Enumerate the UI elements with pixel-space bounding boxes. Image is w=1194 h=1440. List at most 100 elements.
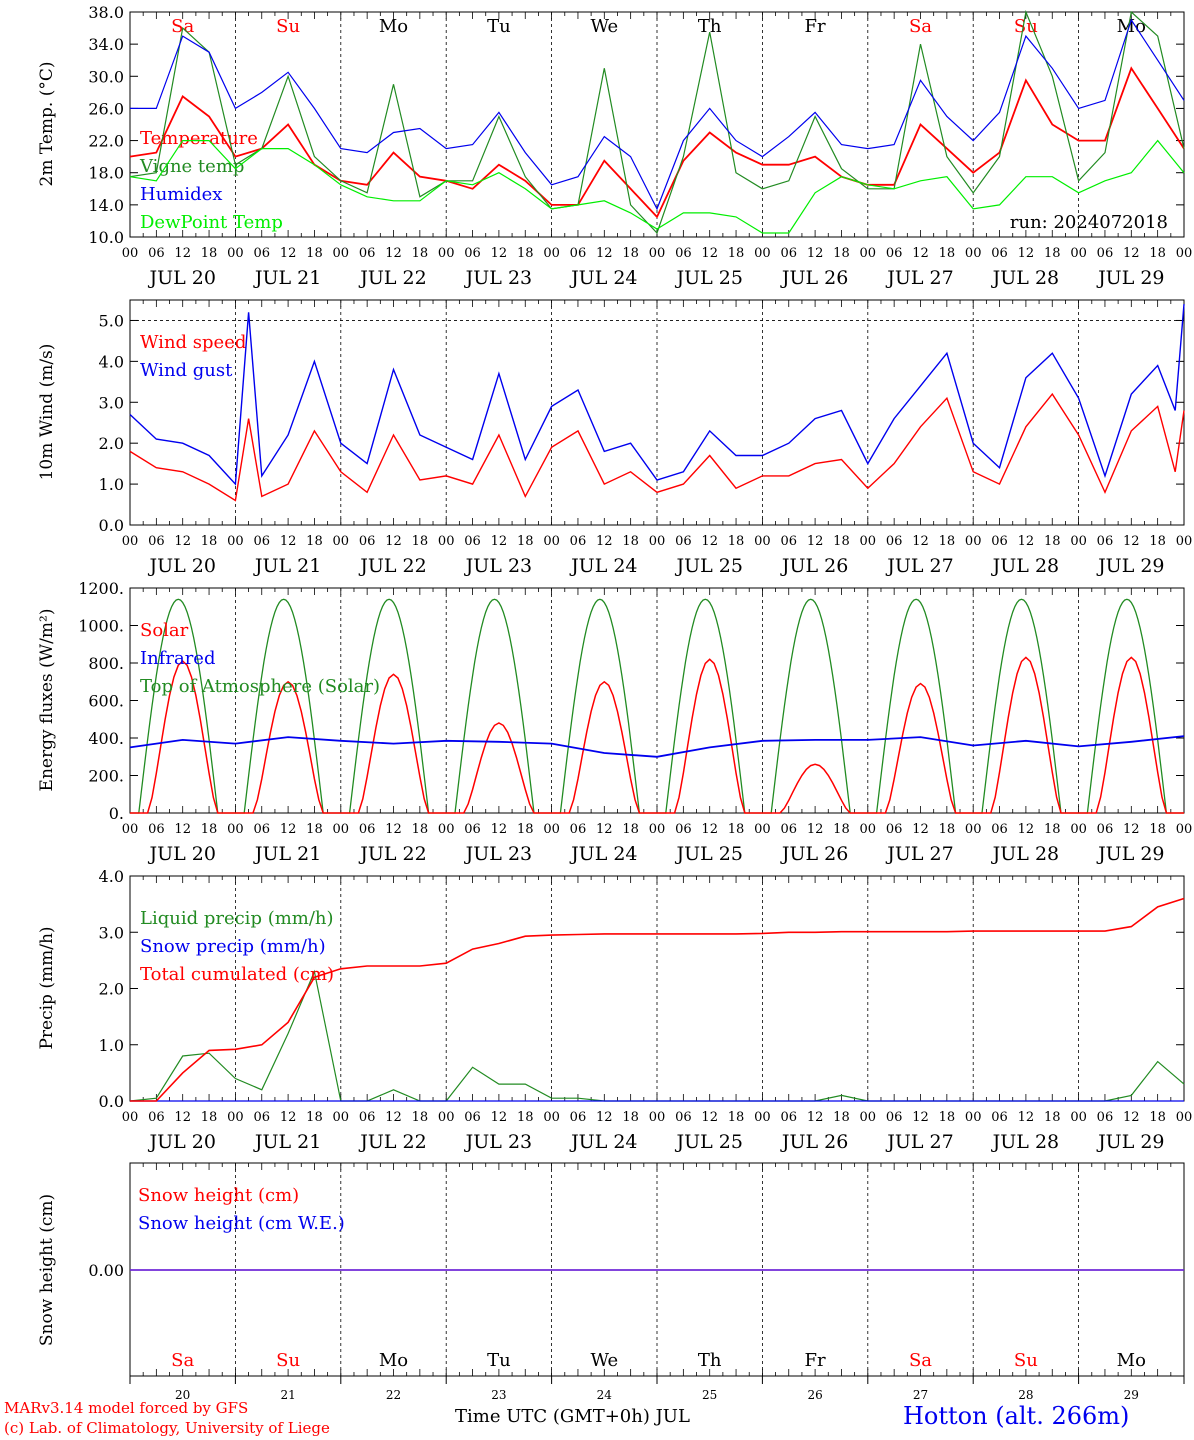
date-label: JUL 20 (147, 267, 215, 289)
y-tick-label: 1200. (78, 579, 124, 598)
hour-label: 18 (728, 1110, 745, 1125)
y-tick-label: 2.0 (99, 980, 124, 999)
series-line-wind-gust (129, 304, 1185, 486)
hour-label: 12 (280, 1110, 297, 1125)
weekday-label: Sa (909, 1350, 932, 1371)
footer-model: MARv3.14 model forced by GFS (4, 1399, 249, 1417)
hour-label: 12 (1123, 822, 1140, 837)
hour-label: 12 (385, 822, 402, 837)
hour-label: 18 (622, 246, 639, 261)
hour-label: 18 (412, 822, 429, 837)
hour-label: 00 (227, 1110, 244, 1125)
hour-label: 18 (1044, 822, 1061, 837)
hour-label: 12 (912, 246, 929, 261)
y-axis-label: Snow height (cm) (37, 1194, 57, 1346)
hour-label: 18 (939, 1110, 956, 1125)
hour-label: 18 (1149, 246, 1166, 261)
hour-label: 06 (148, 534, 165, 549)
hour-label: 18 (728, 246, 745, 261)
hour-label: 00 (1176, 246, 1193, 261)
plot-frame (129, 587, 1185, 814)
weekday-label: Sa (171, 1350, 194, 1371)
date-label: JUL 25 (674, 1131, 742, 1153)
hour-label: 00 (543, 246, 560, 261)
hour-label: 12 (807, 1110, 824, 1125)
date-label: JUL 25 (674, 267, 742, 289)
date-label: JUL 22 (358, 1131, 426, 1153)
hour-label: 12 (174, 1110, 191, 1125)
day-number-label: 26 (807, 1388, 822, 1402)
hour-label: 00 (1070, 534, 1087, 549)
hour-label: 12 (1018, 246, 1035, 261)
hour-label: 18 (833, 822, 850, 837)
y-tick-label: 26.0 (88, 99, 124, 118)
hour-label: 00 (754, 246, 771, 261)
solar-day-curve (973, 656, 1079, 814)
series-line-2 (130, 897, 1185, 1102)
legend-entry: Temperature (140, 128, 258, 149)
weekday-label: Su (1014, 16, 1038, 37)
hour-label: 18 (412, 534, 429, 549)
y-tick-label: 1.0 (99, 1036, 124, 1055)
hour-label: 06 (359, 246, 376, 261)
date-label: JUL 24 (569, 1131, 637, 1153)
weekday-label: Tu (487, 1350, 511, 1371)
hour-label: 18 (1149, 822, 1166, 837)
y-tick-label: 30.0 (88, 67, 124, 86)
hour-label: 12 (385, 534, 402, 549)
legend-entry: Snow height (cm) (138, 1185, 299, 1206)
hour-label: 12 (1123, 246, 1140, 261)
hour-label: 18 (517, 534, 534, 549)
hour-label: 00 (122, 822, 139, 837)
toa-day-curve (657, 598, 763, 814)
legend-entry: Liquid precip (mm/h) (140, 908, 334, 929)
series-line-humidex (130, 18, 1185, 211)
weekday-label: Mo (379, 16, 408, 37)
toa-day-curve (551, 598, 657, 814)
hour-label: 18 (939, 822, 956, 837)
hour-label: 18 (201, 822, 218, 837)
footer-xlabel: Time UTC (GMT+0h) JUL (455, 1406, 690, 1427)
legend-entry: Snow height (cm W.E.) (138, 1213, 345, 1234)
weekday-label: We (590, 16, 618, 37)
solar-day-curve (762, 763, 868, 814)
weekday-label: Su (276, 16, 300, 37)
hour-label: 12 (807, 822, 824, 837)
date-label: JUL 20 (147, 1131, 215, 1153)
hour-label: 06 (991, 246, 1008, 261)
hour-label: 12 (1018, 822, 1035, 837)
legend-entry: Top of Atmosphere (Solar) (140, 676, 380, 697)
hour-label: 00 (227, 822, 244, 837)
solar-day-curve (446, 722, 552, 814)
hour-label: 18 (201, 1110, 218, 1125)
hour-label: 12 (1018, 534, 1035, 549)
date-label: JUL 22 (358, 843, 426, 865)
solar-day-curve (657, 658, 763, 814)
hour-label: 00 (965, 534, 982, 549)
hour-label: 18 (1149, 534, 1166, 549)
panel-2: 5.0 4.0 3.0 2.0 1.0 0.0 10m Wind (m/s) 00 06 12 18… (37, 299, 1192, 577)
date-label: JUL 27 (885, 843, 953, 865)
hour-label: 06 (780, 822, 797, 837)
hour-label: 06 (253, 534, 270, 549)
panel-1: 38.0 34.0 30.0 26.0 22.0 18.0 14.0 10.0 2m Temp.… (37, 3, 1192, 289)
hour-label: 06 (675, 534, 692, 549)
hour-label: 00 (333, 246, 350, 261)
hour-label: 06 (1097, 534, 1114, 549)
hour-label: 12 (807, 534, 824, 549)
hour-label: 12 (280, 246, 297, 261)
hour-label: 18 (833, 1110, 850, 1125)
hour-label: 12 (596, 1110, 613, 1125)
weekday-label: Th (698, 1350, 722, 1371)
solar-day-curve (867, 682, 974, 814)
hour-label: 00 (754, 534, 771, 549)
hour-label: 00 (965, 822, 982, 837)
hour-label: 06 (253, 822, 270, 837)
y-axis-label: 2m Temp. (°C) (37, 61, 57, 186)
hour-label: 06 (991, 534, 1008, 549)
solar-day-curve (551, 680, 657, 814)
panel-5: 0.00 Snow height (cm) Snow height (cm) Snow… (37, 1162, 1185, 1402)
hour-label: 12 (174, 822, 191, 837)
date-label: JUL 24 (569, 843, 637, 865)
hour-label: 06 (675, 246, 692, 261)
